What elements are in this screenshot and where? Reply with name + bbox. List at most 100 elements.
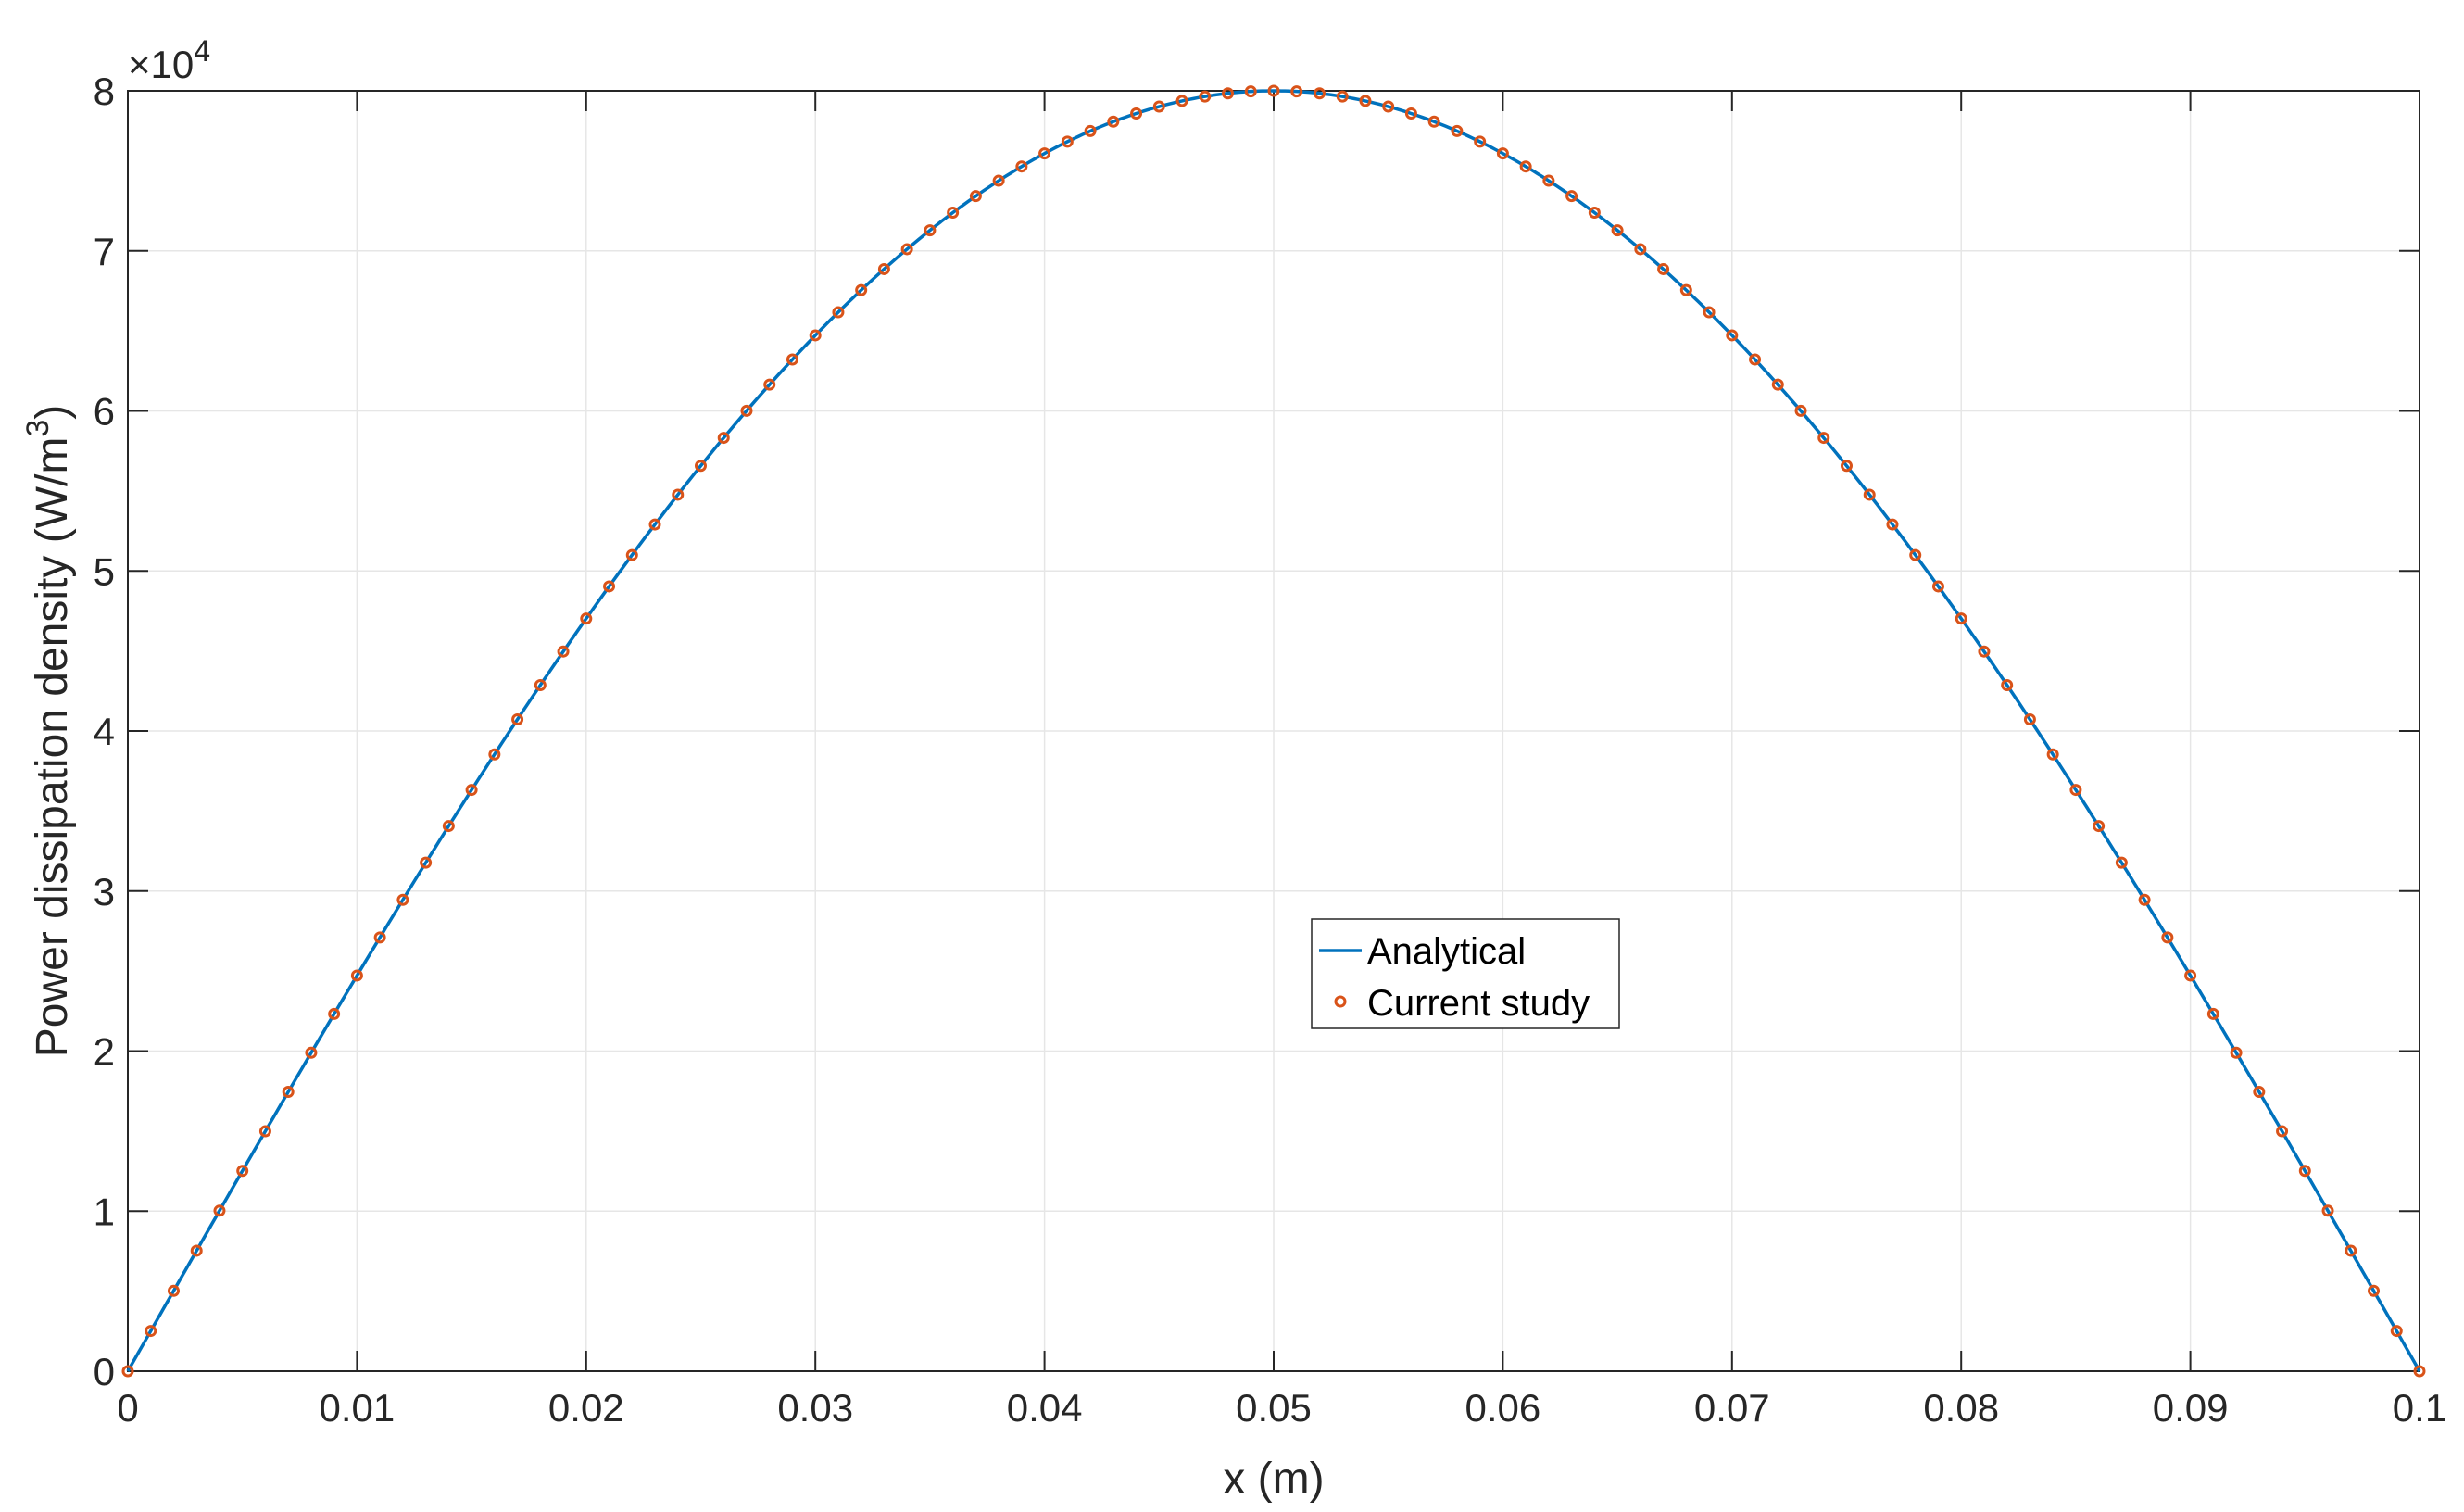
x-tick-label: 0.04 — [1007, 1386, 1083, 1430]
data-point-current-study — [1175, 94, 1188, 107]
data-point-current-study — [2321, 1204, 2334, 1217]
data-point-current-study — [373, 931, 386, 944]
data-point-current-study — [832, 306, 845, 319]
data-point-current-study — [1978, 645, 1991, 658]
data-point-current-study — [1061, 135, 1074, 148]
data-point-current-study — [2368, 1284, 2381, 1297]
data-point-current-study — [1038, 147, 1051, 160]
data-point-current-study — [2069, 784, 2082, 797]
data-point-current-study — [992, 174, 1005, 187]
data-point-current-study — [213, 1204, 226, 1217]
legend-label-current-study: Current study — [1367, 983, 1590, 1024]
legend-box — [1311, 918, 1620, 1029]
data-point-current-study — [648, 518, 661, 531]
data-point-current-study — [190, 1244, 203, 1257]
series-analytical-line — [126, 89, 2421, 1372]
data-point-current-study — [2390, 1325, 2403, 1338]
y-axis-label-suffix: ) — [28, 405, 77, 420]
data-point-current-study — [947, 207, 960, 220]
data-point-current-study — [2001, 678, 2014, 691]
data-point-current-study — [1931, 580, 1944, 593]
data-point-current-study — [740, 404, 753, 417]
data-point-current-study — [2253, 1086, 2266, 1099]
data-point-current-study — [1382, 100, 1395, 113]
y-tick-label: 5 — [94, 549, 115, 593]
data-point-current-study — [786, 353, 798, 366]
data-point-current-study — [1817, 432, 1830, 445]
data-point-current-study — [1794, 404, 1807, 417]
data-point-current-study — [465, 784, 478, 797]
data-point-current-study — [580, 612, 593, 625]
data-point-current-study — [2345, 1244, 2357, 1257]
data-point-current-study — [167, 1284, 180, 1297]
data-point-current-study — [1130, 107, 1143, 120]
data-point-current-study — [1496, 147, 1509, 160]
data-point-current-study — [625, 548, 638, 561]
legend: Analytical Current study — [1311, 918, 1620, 1029]
data-point-current-study — [1290, 85, 1303, 98]
x-tick-label: 0 — [117, 1386, 138, 1430]
data-point-current-study — [1542, 174, 1555, 187]
data-point-current-study — [924, 224, 937, 237]
data-point-current-study — [2046, 748, 2059, 761]
data-point-current-study — [1679, 284, 1692, 296]
data-point-current-study — [2413, 1365, 2426, 1378]
x-tick-label: 0.1 — [2393, 1386, 2446, 1430]
data-point-current-study — [258, 1125, 271, 1138]
data-point-current-study — [282, 1086, 295, 1099]
data-point-current-study — [2161, 931, 2174, 944]
y-tick-label: 7 — [94, 230, 115, 273]
x-tick-label: 0.09 — [2153, 1386, 2229, 1430]
data-point-current-study — [1726, 329, 1739, 342]
data-point-current-study — [1427, 115, 1440, 128]
legend-label-analytical: Analytical — [1367, 931, 1526, 972]
data-point-current-study — [1703, 306, 1716, 319]
data-point-current-study — [1841, 460, 1853, 472]
data-point-current-study — [1359, 94, 1372, 107]
y-exponent-power: 4 — [194, 34, 210, 68]
y-tick-label: 1 — [94, 1190, 115, 1233]
data-point-current-study — [1451, 124, 1464, 137]
data-point-current-study — [1749, 353, 1762, 366]
x-tick-label: 0.01 — [320, 1386, 396, 1430]
data-point-current-study — [1107, 115, 1120, 128]
data-point-current-study — [1657, 262, 1670, 275]
data-point-current-study — [2115, 856, 2128, 869]
data-point-current-study — [1771, 378, 1784, 391]
data-point-current-study — [1084, 124, 1097, 137]
data-point-current-study — [1267, 84, 1280, 97]
data-point-current-study — [2138, 893, 2151, 906]
data-point-current-study — [855, 284, 868, 296]
data-point-current-study — [557, 645, 570, 658]
data-point-current-study — [350, 969, 363, 982]
data-point-current-study — [534, 678, 547, 691]
data-point-current-study — [695, 460, 707, 472]
data-point-current-study — [1199, 90, 1212, 103]
data-point-current-study — [2093, 820, 2106, 833]
data-point-current-study — [763, 378, 776, 391]
data-point-current-study — [1336, 90, 1349, 103]
data-point-current-study — [717, 432, 730, 445]
data-point-current-study — [145, 1325, 157, 1338]
series-current-study-markers — [121, 84, 2426, 1378]
data-point-current-study — [488, 748, 501, 761]
data-point-current-study — [305, 1046, 318, 1059]
data-point-current-study — [396, 893, 409, 906]
data-point-current-study — [1313, 87, 1326, 100]
y-tick-label: 0 — [94, 1350, 115, 1393]
data-point-current-study — [328, 1007, 341, 1020]
data-point-current-study — [1863, 488, 1876, 501]
x-axis-label: x (m) — [1223, 1455, 1324, 1504]
data-point-current-study — [1519, 160, 1532, 173]
data-point-current-study — [1222, 87, 1235, 100]
data-point-current-study — [1244, 85, 1257, 98]
data-point-current-study — [1611, 224, 1624, 237]
y-tick-label: 4 — [94, 710, 115, 753]
x-tick-label: 0.07 — [1694, 1386, 1770, 1430]
data-point-current-study — [1634, 243, 1647, 256]
data-point-current-study — [511, 713, 524, 725]
data-point-current-study — [1474, 135, 1487, 148]
data-point-current-study — [236, 1165, 249, 1178]
y-axis-ticks: 0 1 2 3 4 5 6 7 8 — [94, 69, 2420, 1393]
data-point-current-study — [121, 1365, 134, 1378]
